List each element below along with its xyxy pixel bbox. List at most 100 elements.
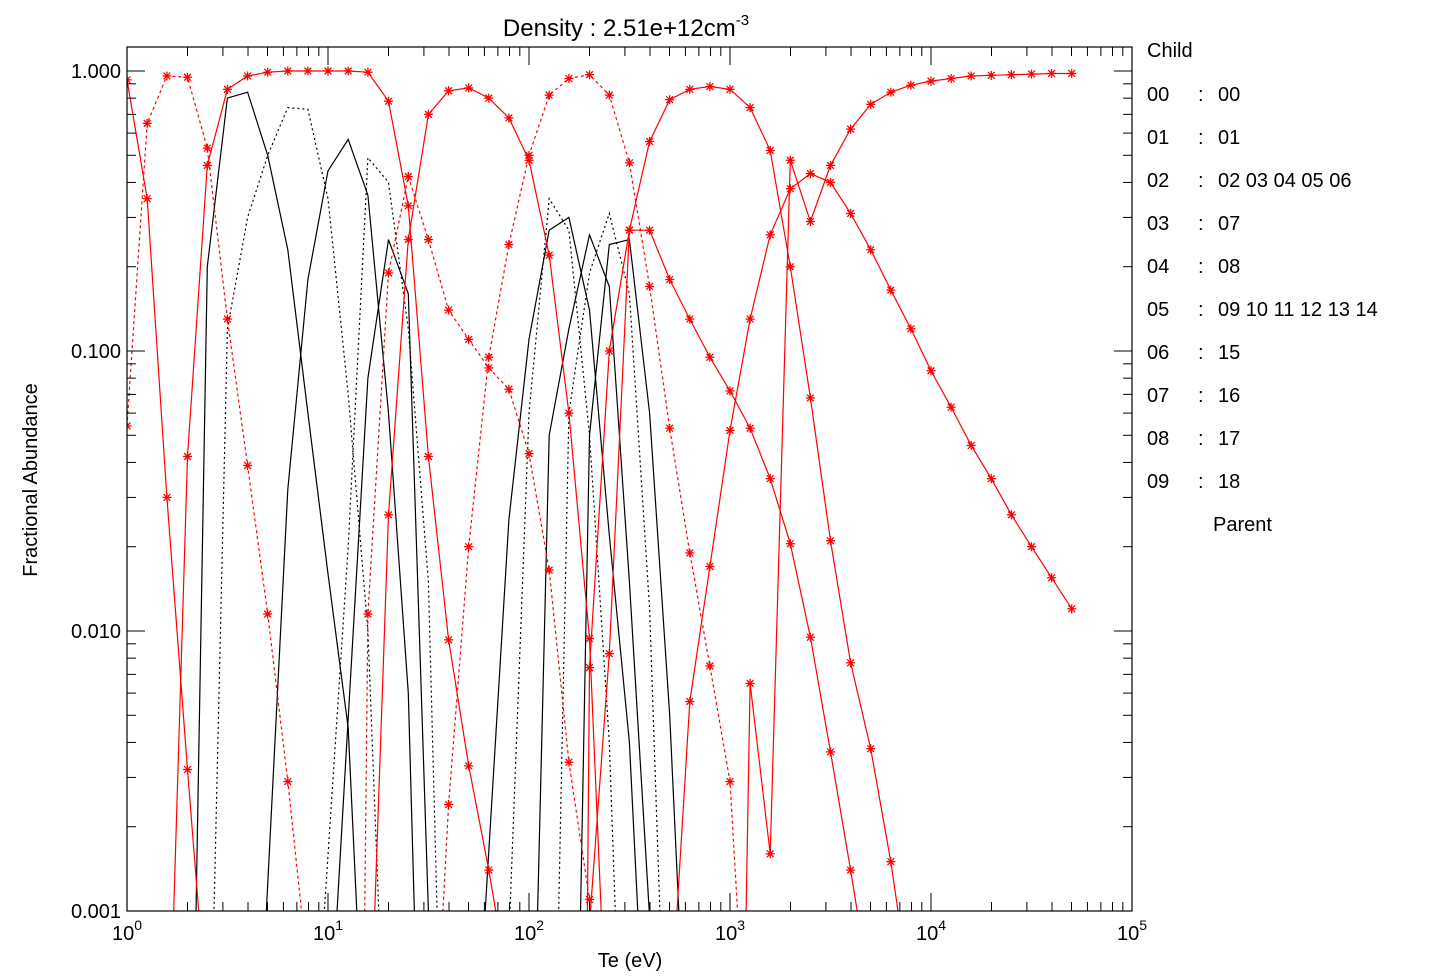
marker-stroke	[464, 84, 473, 92]
marker-stroke	[786, 262, 795, 271]
x-tick-exponent: 4	[938, 917, 946, 933]
legend-parents-07: 16	[1218, 385, 1240, 407]
legend-parents-00: 00	[1218, 84, 1240, 106]
marker-09-17	[1067, 68, 1077, 78]
marker-stroke	[726, 85, 734, 94]
marker-stroke	[846, 209, 855, 218]
marker-09-15	[1027, 69, 1037, 79]
marker-03-7	[484, 363, 494, 373]
x-tick-base: 10	[715, 923, 737, 945]
marker-stroke	[605, 649, 614, 658]
marker-stroke	[886, 88, 895, 97]
legend-separator: :	[1198, 471, 1204, 493]
marker-stroke	[1067, 604, 1076, 613]
marker-09-16	[1047, 68, 1057, 78]
marker-00-1	[142, 194, 152, 204]
marker-02-7	[303, 66, 313, 76]
marker-08-6	[785, 184, 795, 194]
marker-stroke	[545, 251, 554, 259]
marker-stroke	[384, 97, 393, 106]
x-tick-base: 10	[1117, 923, 1139, 945]
marker-stroke	[826, 536, 835, 545]
marker-09-3	[785, 155, 795, 165]
marker-stroke	[806, 169, 815, 178]
marker-03-1	[363, 609, 373, 619]
legend-parents-09: 18	[1218, 471, 1240, 493]
marker-stroke	[786, 156, 795, 165]
marker-07-4	[665, 275, 675, 285]
marker-06-1	[585, 663, 595, 673]
marker-01-8	[283, 777, 293, 787]
marker-06-8	[725, 84, 735, 94]
marker-stroke	[706, 353, 714, 362]
marker-05-15	[725, 777, 735, 787]
marker-08-9	[846, 208, 856, 218]
marker-00-3	[183, 765, 193, 775]
marker-01-1	[142, 118, 152, 128]
marker-stroke	[143, 194, 152, 203]
marker-stroke	[424, 235, 433, 244]
marker-03-11	[564, 757, 574, 767]
legend-child-04: 04	[1147, 256, 1169, 278]
legend-separator: :	[1198, 385, 1204, 407]
marker-stroke	[746, 424, 754, 433]
marker-05-3	[484, 352, 494, 362]
y-axis-label: Fractional Abundance	[20, 383, 42, 576]
marker-stroke	[967, 441, 976, 450]
x-tick-label: 105	[1117, 917, 1147, 945]
legend-parents-01: 01	[1218, 127, 1240, 149]
marker-stroke	[424, 110, 433, 119]
marker-05-2	[464, 542, 474, 552]
x-tick-exponent: 5	[1139, 917, 1147, 933]
legend-separator: :	[1198, 342, 1204, 364]
marker-04-2	[403, 235, 413, 245]
marker-07-11	[805, 632, 815, 642]
x-tick-base: 10	[313, 923, 335, 945]
parent-series-line-05	[265, 138, 415, 911]
marker-05-5	[524, 150, 534, 160]
marker-02-8	[323, 66, 333, 76]
marker-stroke	[826, 748, 835, 756]
marker-stroke	[404, 172, 413, 181]
marker-03-9	[524, 449, 534, 459]
marker-07-2	[624, 225, 634, 235]
marker-05-9	[604, 90, 614, 100]
marker-08-13	[926, 366, 936, 376]
marker-01-7	[263, 609, 273, 619]
marker-stroke	[645, 282, 654, 291]
marker-05-12	[665, 423, 675, 433]
marker-stroke	[263, 610, 272, 618]
marker-06-4	[645, 137, 655, 147]
y-tick-label: 0.100	[71, 341, 121, 363]
marker-stroke	[866, 100, 875, 109]
marker-stroke	[766, 146, 775, 155]
marker-stroke	[364, 68, 372, 77]
x-tick-base: 10	[112, 923, 134, 945]
x-tick-base: 10	[916, 923, 938, 945]
marker-stroke	[685, 315, 694, 323]
marker-stroke	[1027, 70, 1036, 78]
marker-stroke	[1047, 573, 1056, 582]
marker-stroke	[987, 71, 996, 80]
legend-header: Child	[1147, 40, 1193, 62]
marker-stroke	[283, 67, 292, 75]
marker-03-5	[444, 305, 454, 315]
plot-frame	[126, 46, 1133, 912]
marker-08-18	[1027, 542, 1037, 552]
legend-child-07: 07	[1147, 385, 1169, 407]
marker-06-13	[825, 536, 835, 546]
marker-07-1	[604, 649, 614, 659]
x-tick-exponent: 0	[134, 917, 142, 933]
marker-08-4	[745, 314, 755, 324]
marker-02-16	[484, 865, 494, 875]
marker-stroke	[127, 78, 131, 84]
legend-parents-02: 02 03 04 05 06	[1218, 170, 1351, 192]
marker-06-16	[886, 857, 896, 867]
marker-stroke	[223, 85, 232, 94]
marker-stroke	[987, 474, 996, 483]
marker-stroke	[786, 184, 795, 193]
marker-stroke	[846, 866, 855, 874]
x-tick-label: 102	[514, 917, 544, 945]
marker-stroke	[726, 777, 734, 786]
marker-01-5	[222, 314, 232, 324]
